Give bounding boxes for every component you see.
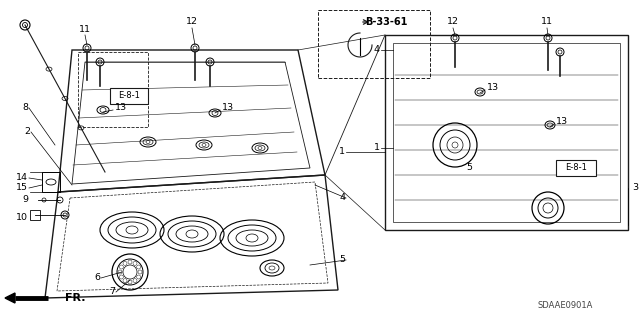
Text: 12: 12: [186, 18, 198, 26]
Text: 13: 13: [487, 84, 499, 93]
Text: 13: 13: [556, 117, 568, 127]
Text: 15: 15: [16, 183, 28, 192]
Text: 11: 11: [541, 18, 553, 26]
Text: B-33-61: B-33-61: [365, 17, 408, 27]
Text: E-8-1: E-8-1: [565, 164, 587, 173]
Text: 2: 2: [24, 128, 30, 137]
Text: E-8-1: E-8-1: [118, 92, 140, 100]
Bar: [30, 210, 40, 220]
Polygon shape: [5, 293, 15, 303]
Text: 13: 13: [115, 103, 127, 113]
Text: 13: 13: [222, 103, 234, 113]
Text: 4: 4: [339, 194, 345, 203]
Text: 5: 5: [466, 164, 472, 173]
Text: 6: 6: [94, 273, 100, 283]
Text: 10: 10: [16, 213, 28, 222]
Text: 14: 14: [16, 174, 28, 182]
Text: FR.: FR.: [65, 293, 86, 303]
Text: 5: 5: [339, 256, 345, 264]
Bar: [556, 160, 596, 176]
Text: 3: 3: [632, 183, 638, 192]
Text: 1: 1: [374, 144, 380, 152]
Text: 11: 11: [79, 26, 91, 34]
Bar: [78, 52, 148, 127]
Text: 1: 1: [339, 147, 345, 157]
Text: SDAAE0901A: SDAAE0901A: [538, 300, 593, 309]
Bar: [110, 88, 148, 104]
Text: 7: 7: [109, 287, 115, 296]
Text: 12: 12: [447, 18, 459, 26]
Text: 9: 9: [22, 196, 28, 204]
Bar: [318, 10, 430, 78]
Text: 4: 4: [374, 46, 380, 55]
Bar: [42, 172, 60, 192]
Text: 8: 8: [22, 103, 28, 113]
